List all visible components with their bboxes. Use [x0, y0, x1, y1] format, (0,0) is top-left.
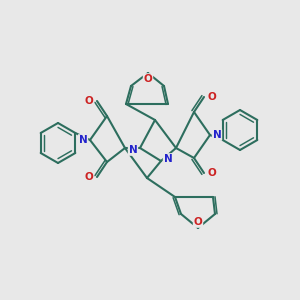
Text: O: O — [194, 217, 202, 227]
Text: O: O — [85, 96, 93, 106]
Text: N: N — [164, 154, 172, 164]
Text: N: N — [129, 145, 137, 155]
Text: N: N — [79, 135, 87, 145]
Text: O: O — [208, 168, 216, 178]
Text: O: O — [144, 74, 152, 84]
Text: O: O — [85, 172, 93, 182]
Text: N: N — [213, 130, 221, 140]
Text: O: O — [208, 92, 216, 102]
